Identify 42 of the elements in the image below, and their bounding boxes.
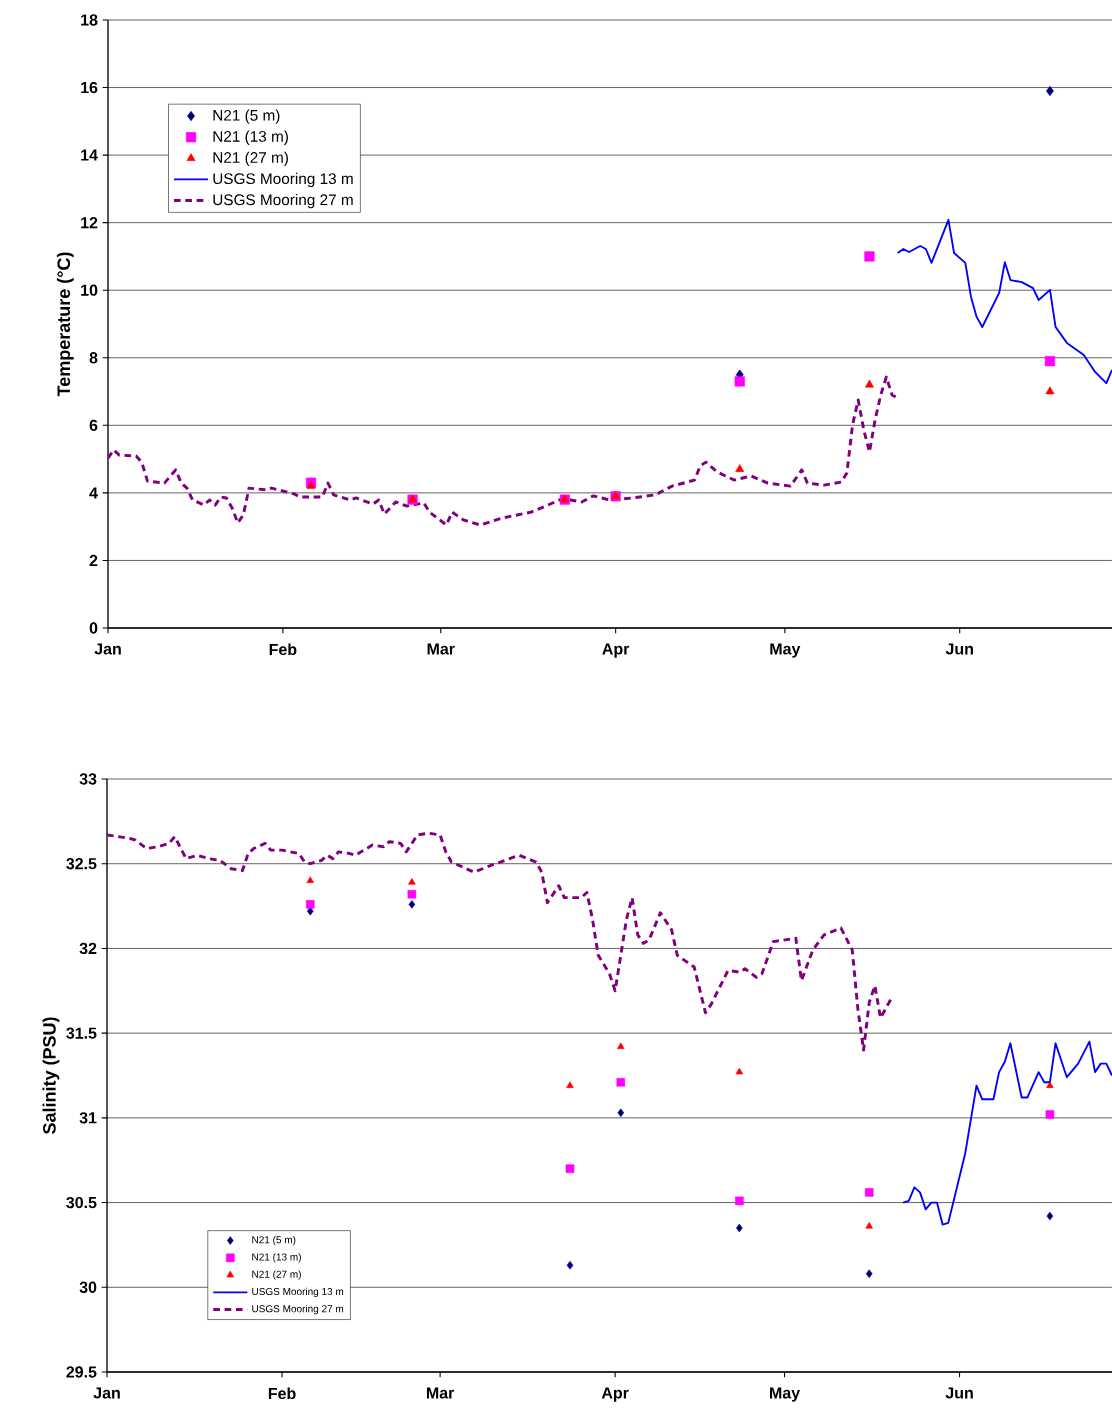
legend-label: N21 (27 m) bbox=[213, 151, 288, 167]
y-tick-label: 29.5 bbox=[66, 1366, 97, 1378]
legend-label: USGS Mooring 27 m bbox=[252, 1304, 344, 1315]
y-tick-label: 10 bbox=[81, 284, 98, 296]
y-tick-label: 30.5 bbox=[66, 1196, 97, 1209]
y-tick-label: 14 bbox=[81, 149, 98, 161]
y-tick-label: 4 bbox=[89, 487, 98, 499]
y-axis-title: Salinity (PSU) bbox=[42, 1017, 60, 1134]
legend-label: USGS Mooring 27 m bbox=[213, 193, 353, 209]
y-tick-label: 12 bbox=[81, 217, 98, 229]
y-tick-label: 2 bbox=[89, 554, 98, 567]
x-tick-label: Mar bbox=[426, 1387, 455, 1399]
y-tick-label: 0 bbox=[89, 622, 98, 634]
y-tick-label: 32.5 bbox=[66, 858, 97, 870]
legend-label: USGS Mooring 13 m bbox=[213, 172, 353, 188]
x-tick-label: May bbox=[770, 643, 801, 658]
y-tick-label: 30 bbox=[79, 1281, 97, 1293]
x-tick-label: Feb bbox=[269, 643, 297, 656]
y-tick-label: 31.5 bbox=[66, 1027, 97, 1039]
legend-label: N21 (5 m) bbox=[252, 1235, 296, 1246]
legend-label: N21 (27 m) bbox=[252, 1270, 301, 1280]
x-tick-label: Mar bbox=[427, 643, 455, 655]
y-tick-label: 32 bbox=[79, 942, 97, 955]
y-tick-label: 8 bbox=[89, 352, 98, 364]
x-tick-label: Jan bbox=[93, 1387, 120, 1399]
legend-label: N21 (13 m) bbox=[213, 130, 288, 145]
y-tick-label: 18 bbox=[81, 14, 98, 26]
x-tick-label: May bbox=[770, 1387, 800, 1402]
x-tick-label: Feb bbox=[268, 1387, 296, 1400]
x-tick-label: Jun bbox=[945, 1387, 973, 1399]
x-tick-label: Apr bbox=[601, 1387, 629, 1402]
y-tick-label: 16 bbox=[81, 81, 98, 94]
y-tick-label: 33 bbox=[79, 773, 97, 785]
y-tick-label: 6 bbox=[89, 419, 98, 431]
y-tick-label: 31 bbox=[79, 1112, 97, 1124]
x-tick-label: Jan bbox=[94, 643, 121, 655]
x-tick-label: Jun bbox=[945, 643, 973, 655]
x-tick-label: Apr bbox=[602, 643, 630, 658]
legend-label: N21 (5 m) bbox=[213, 109, 280, 124]
y-axis-title: Temperature (°C) bbox=[56, 252, 74, 397]
legend-label: N21 (13 m) bbox=[252, 1253, 301, 1263]
legend-label: USGS Mooring 13 m bbox=[252, 1287, 344, 1298]
